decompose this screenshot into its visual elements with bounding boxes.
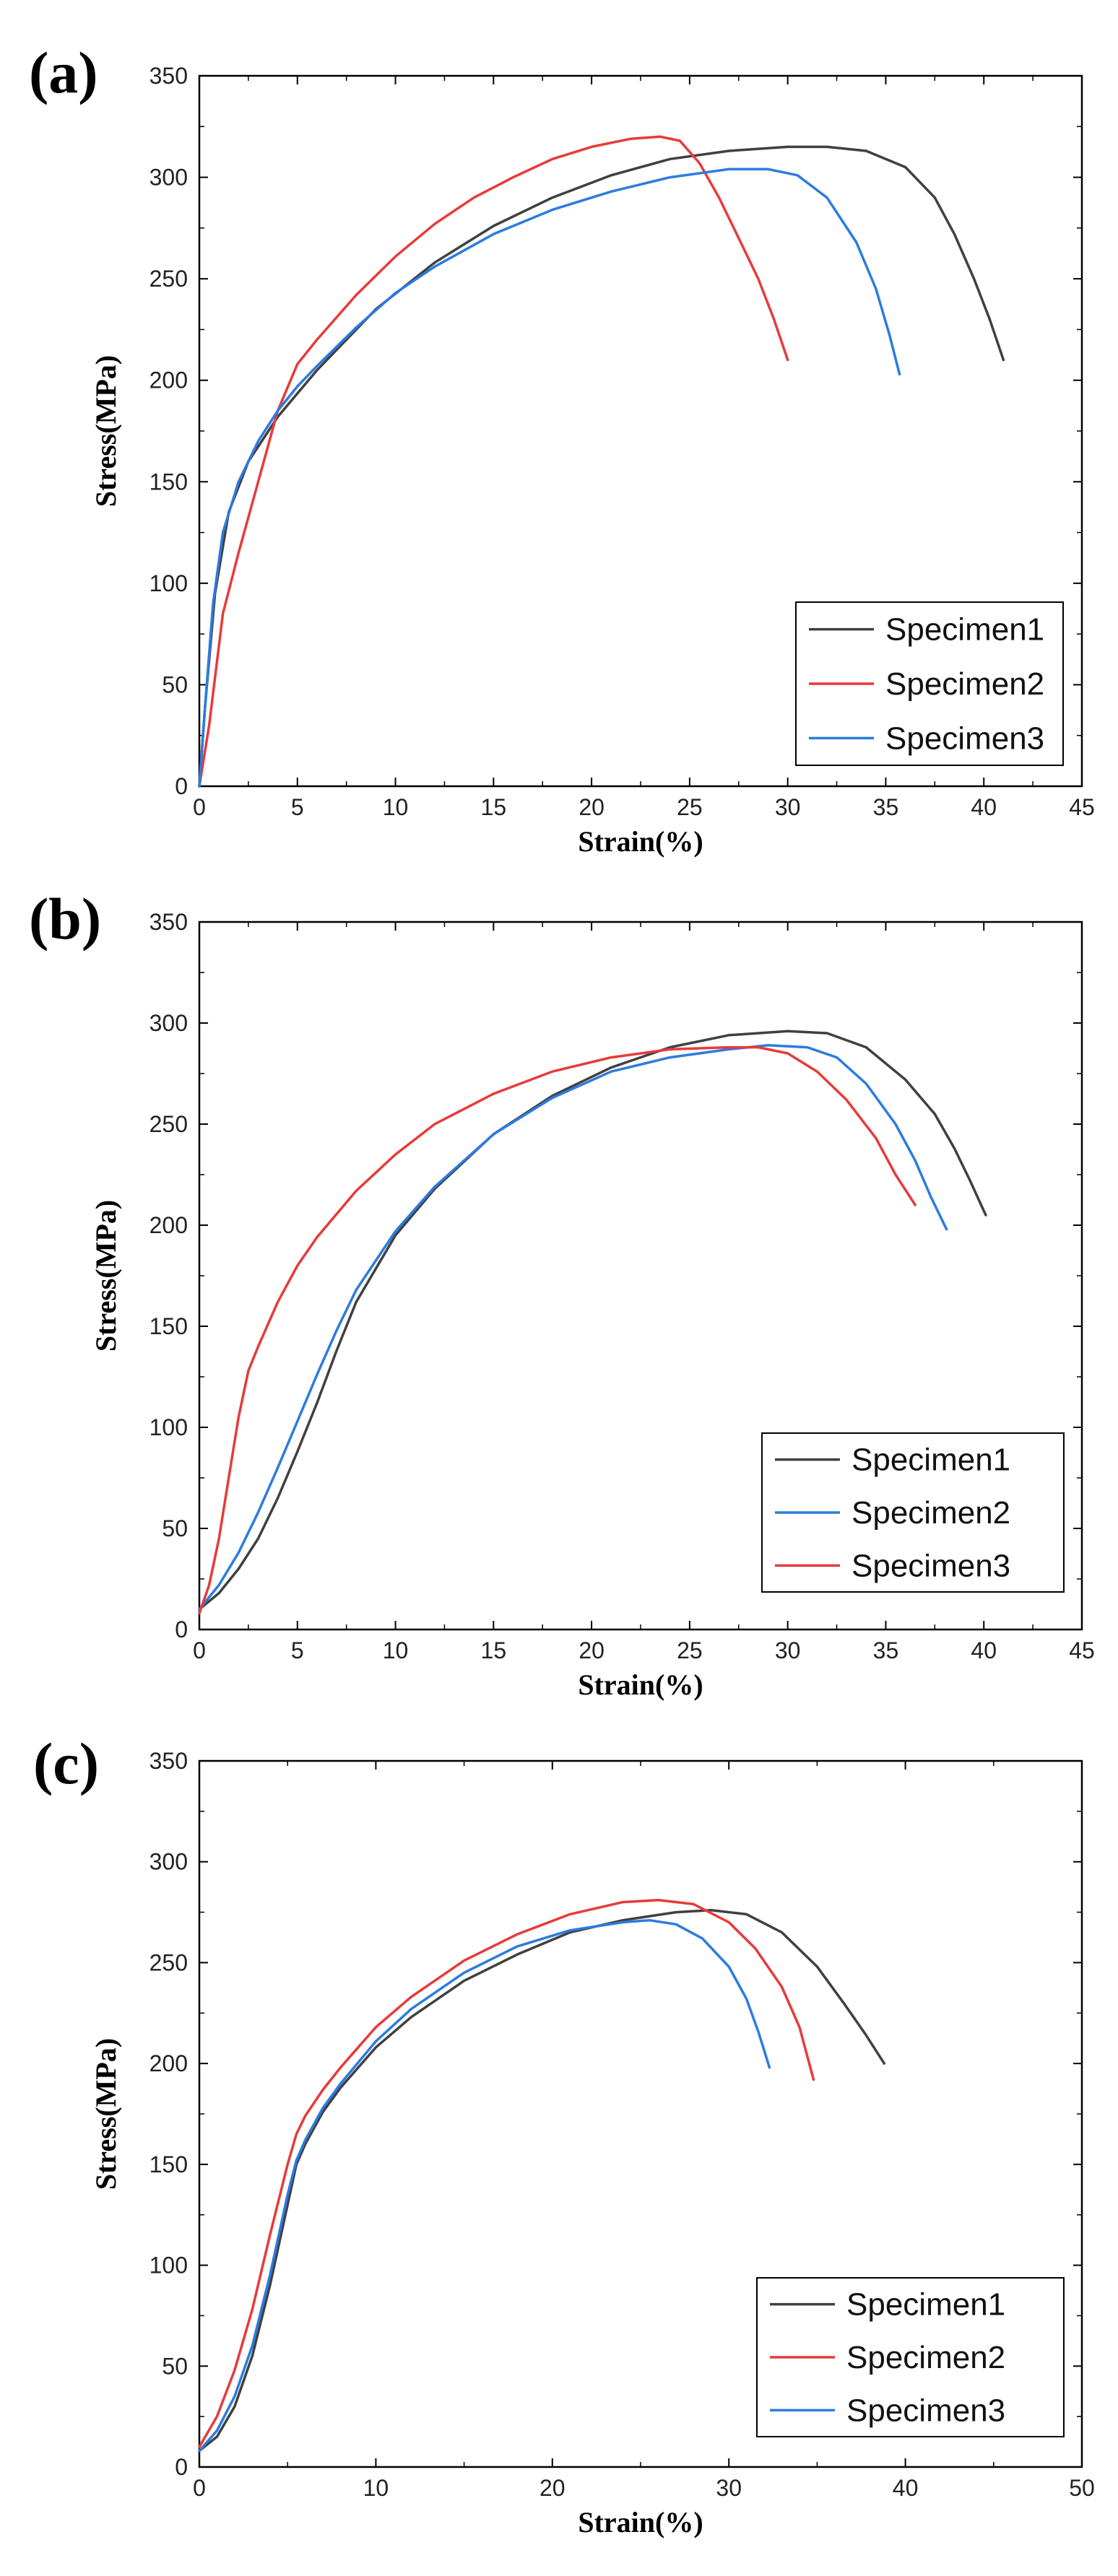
legend-label: Specimen2 bbox=[885, 666, 1044, 702]
y-axis-title: Stress(MPa) bbox=[90, 2038, 122, 2190]
x-tick-label: 30 bbox=[716, 2475, 742, 2501]
x-tick-label: 15 bbox=[481, 794, 507, 820]
legend: Specimen1 Specimen2 Specimen3 bbox=[756, 2277, 1065, 2437]
series-line-2 bbox=[198, 1899, 815, 2448]
x-tick-label: 40 bbox=[971, 794, 997, 820]
x-tick-label: 10 bbox=[383, 1637, 409, 1663]
x-tick-label: 50 bbox=[1069, 2475, 1095, 2501]
series-line-2 bbox=[198, 135, 789, 788]
x-tick-label: 35 bbox=[873, 794, 899, 820]
y-tick-label: 150 bbox=[150, 2151, 188, 2177]
panel-label: (c) bbox=[33, 1731, 99, 1796]
series-line-3 bbox=[198, 167, 901, 788]
series-line-3 bbox=[198, 1918, 771, 2453]
series-line-1 bbox=[198, 145, 1005, 788]
y-tick-label: 200 bbox=[150, 1212, 188, 1238]
x-tick-label: 20 bbox=[578, 794, 604, 820]
legend: Specimen1 Specimen2 Specimen3 bbox=[761, 1432, 1065, 1593]
panel-label: (a) bbox=[29, 40, 98, 105]
legend-label: Specimen3 bbox=[885, 721, 1044, 756]
x-tick-label: 10 bbox=[363, 2475, 389, 2501]
x-tick-label: 45 bbox=[1069, 1637, 1095, 1663]
y-tick-label: 50 bbox=[162, 1515, 188, 1541]
legend-label: Specimen2 bbox=[846, 2340, 1005, 2375]
y-tick-label: 100 bbox=[150, 2253, 188, 2279]
series-line-1 bbox=[198, 1909, 886, 2453]
x-tick-label: 0 bbox=[193, 2475, 206, 2501]
y-tick-label: 250 bbox=[150, 266, 188, 292]
chart-panel-3: (c) 0 10 20 30 40 50 0 50 100 150 200 250 300 350 Strai… bbox=[33, 1731, 1095, 2538]
y-tick-label: 350 bbox=[150, 909, 188, 935]
series-line-2 bbox=[198, 1044, 948, 1611]
x-tick-label: 20 bbox=[540, 2475, 566, 2501]
legend-label: Specimen3 bbox=[852, 1548, 1010, 1583]
x-tick-label: 35 bbox=[873, 1637, 899, 1663]
x-tick-label: 40 bbox=[971, 1637, 997, 1663]
series-line-3 bbox=[198, 1045, 916, 1615]
y-tick-label: 300 bbox=[150, 165, 188, 191]
chart-panel-1: (a) 0 5 10 15 20 25 30 35 40 45 0 50 100 150 200 250 300 3… bbox=[29, 40, 1095, 858]
y-axis-title: Stress(MPa) bbox=[90, 1200, 122, 1352]
x-tick-label: 30 bbox=[775, 794, 801, 820]
x-tick-label: 20 bbox=[578, 1637, 604, 1663]
panel-label: (b) bbox=[29, 886, 101, 952]
x-tick-label: 30 bbox=[775, 1637, 801, 1663]
x-axis-title: Strain(%) bbox=[578, 825, 703, 858]
y-tick-label: 150 bbox=[150, 469, 188, 495]
y-tick-label: 50 bbox=[162, 2353, 188, 2379]
legend-label: Specimen1 bbox=[885, 612, 1044, 648]
legend-label: Specimen3 bbox=[846, 2393, 1005, 2428]
y-tick-label: 150 bbox=[150, 1313, 188, 1339]
chart-panel-2: (b) 0 5 10 15 20 25 30 35 40 45 0 50 100 150 200 250 300 3… bbox=[29, 886, 1095, 1701]
legend-label: Specimen1 bbox=[852, 1443, 1010, 1478]
y-tick-label: 350 bbox=[150, 63, 188, 89]
y-tick-label: 200 bbox=[150, 2050, 188, 2076]
x-tick-label: 25 bbox=[677, 1637, 703, 1663]
legend: Specimen1 Specimen2 Specimen3 bbox=[795, 601, 1064, 766]
x-tick-label: 10 bbox=[383, 794, 409, 820]
x-axis-title: Strain(%) bbox=[578, 2506, 703, 2538]
legend-label: Specimen2 bbox=[852, 1495, 1010, 1531]
y-tick-label: 300 bbox=[150, 1849, 188, 1875]
x-tick-label: 5 bbox=[291, 794, 304, 820]
y-tick-label: 100 bbox=[150, 570, 188, 596]
x-tick-label: 15 bbox=[481, 1637, 507, 1663]
x-axis-title: Strain(%) bbox=[578, 1668, 703, 1701]
y-tick-label: 250 bbox=[150, 1949, 188, 1975]
y-tick-label: 350 bbox=[150, 1748, 188, 1774]
y-tick-label: 200 bbox=[150, 367, 188, 393]
y-tick-label: 50 bbox=[162, 671, 188, 697]
y-tick-label: 300 bbox=[150, 1010, 188, 1036]
x-tick-label: 45 bbox=[1069, 794, 1095, 820]
x-tick-label: 5 bbox=[291, 1637, 304, 1663]
y-tick-label: 100 bbox=[150, 1414, 188, 1440]
y-tick-label: 0 bbox=[175, 773, 188, 799]
x-tick-label: 40 bbox=[893, 2475, 919, 2501]
y-tick-label: 0 bbox=[175, 2454, 188, 2480]
y-tick-label: 250 bbox=[150, 1111, 188, 1137]
legend-label: Specimen1 bbox=[846, 2287, 1005, 2323]
y-axis-title: Stress(MPa) bbox=[90, 355, 122, 507]
x-tick-label: 25 bbox=[677, 794, 703, 820]
x-tick-label: 0 bbox=[193, 1637, 206, 1663]
x-tick-label: 0 bbox=[193, 794, 206, 820]
y-tick-label: 0 bbox=[175, 1616, 188, 1642]
